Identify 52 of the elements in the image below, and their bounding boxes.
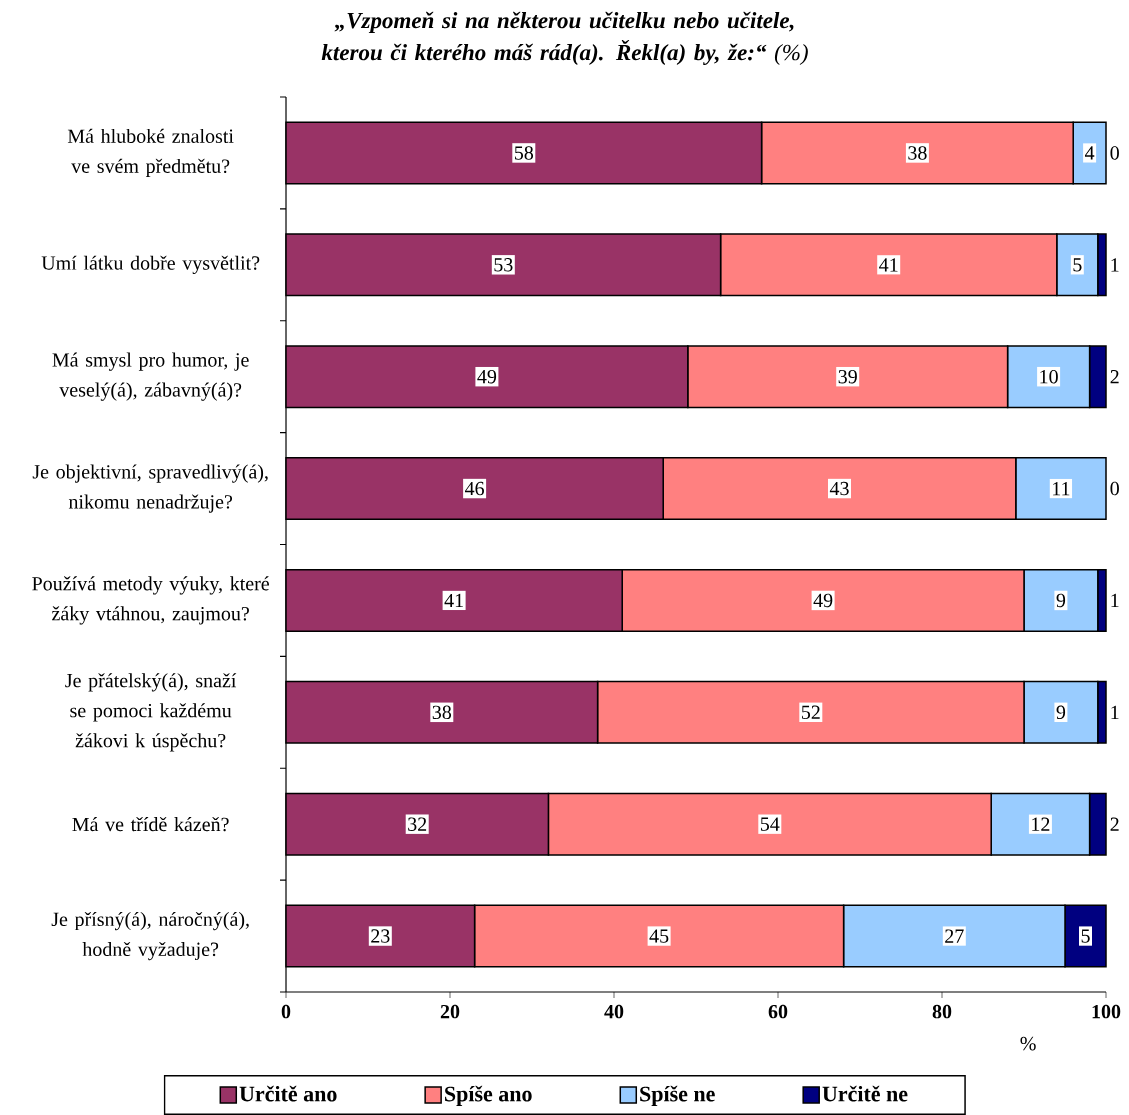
data-label: 32: [408, 817, 427, 831]
y-tick-label: Umí látku dobře vysvětlit?: [41, 255, 260, 274]
x-tick-label: 60: [768, 1004, 788, 1019]
data-label: 4: [1085, 146, 1095, 160]
data-label: 41: [444, 593, 463, 608]
legend-label: Spíše ne: [640, 1085, 715, 1106]
data-label: 38: [432, 705, 452, 720]
y-tick-label: Je přísný(á), náročný(á), hodně vyžaduje?: [51, 911, 249, 961]
data-label: 43: [829, 481, 849, 496]
data-label: 11: [1053, 481, 1070, 496]
data-label: 38: [908, 146, 927, 160]
data-label: 1: [1111, 705, 1119, 719]
data-label: 9: [1056, 705, 1066, 720]
data-label: 10: [1040, 369, 1058, 384]
data-label: 49: [477, 369, 497, 384]
data-label: 39: [838, 369, 857, 384]
legend-label: Určitě ano: [239, 1085, 337, 1102]
y-tick-label: Používá metody výuky, které žáky vtáhnou, zaujmou?: [32, 576, 269, 625]
y-tick-label: Je přátelský(á), snaží se pomoci každému žákovi k úspěchu?: [65, 673, 237, 752]
y-tick-label: Má hluboké znalosti ve svém předmětu?: [67, 128, 234, 178]
data-label: 45: [649, 929, 669, 943]
data-label: 5: [1081, 929, 1090, 943]
y-tick-label: Je objektivní, spravedlivý(á), nikomu nenadržuje?: [32, 464, 268, 513]
data-label: 53: [494, 258, 513, 272]
data-label: 9: [1056, 593, 1066, 608]
data-label: 12: [1032, 817, 1050, 831]
data-label: 27: [945, 929, 964, 943]
chart-title: „Vzpomeň si na některou učitelku nebo učitele, kterou či kterého máš rád(a). Řekl(a) by, že:“ (%): [321, 11, 808, 66]
y-tick-label: Má ve třídě kázeň?: [72, 817, 229, 832]
data-label: 41: [879, 258, 898, 272]
y-tick-label: Má smysl pro humor, je veselý(á), zábavný(á)?: [52, 352, 249, 401]
data-label: 54: [760, 817, 780, 831]
legend-label: Určitě ne: [822, 1085, 908, 1102]
legend-label: Spíše ano: [445, 1085, 532, 1106]
x-tick-label: 80: [932, 1004, 952, 1019]
data-label: 5: [1073, 258, 1082, 272]
x-tick-label: 100: [1092, 1004, 1121, 1019]
data-label: 0: [1110, 146, 1119, 160]
data-label: 58: [514, 146, 534, 160]
data-label: 1: [1111, 593, 1119, 608]
data-label: 46: [465, 481, 485, 496]
data-label: 1: [1111, 258, 1119, 272]
data-label: 23: [371, 929, 390, 943]
x-tick-label: 0: [281, 1004, 291, 1019]
data-label: 2: [1110, 370, 1119, 384]
x-tick-label: 40: [604, 1004, 624, 1019]
x-tick-label: 20: [440, 1004, 460, 1019]
data-label: 2: [1110, 817, 1119, 831]
x-axis-title: %: [1020, 1036, 1036, 1051]
data-label: 49: [813, 593, 833, 608]
data-label: 0: [1110, 481, 1119, 496]
data-label: 52: [801, 705, 820, 720]
